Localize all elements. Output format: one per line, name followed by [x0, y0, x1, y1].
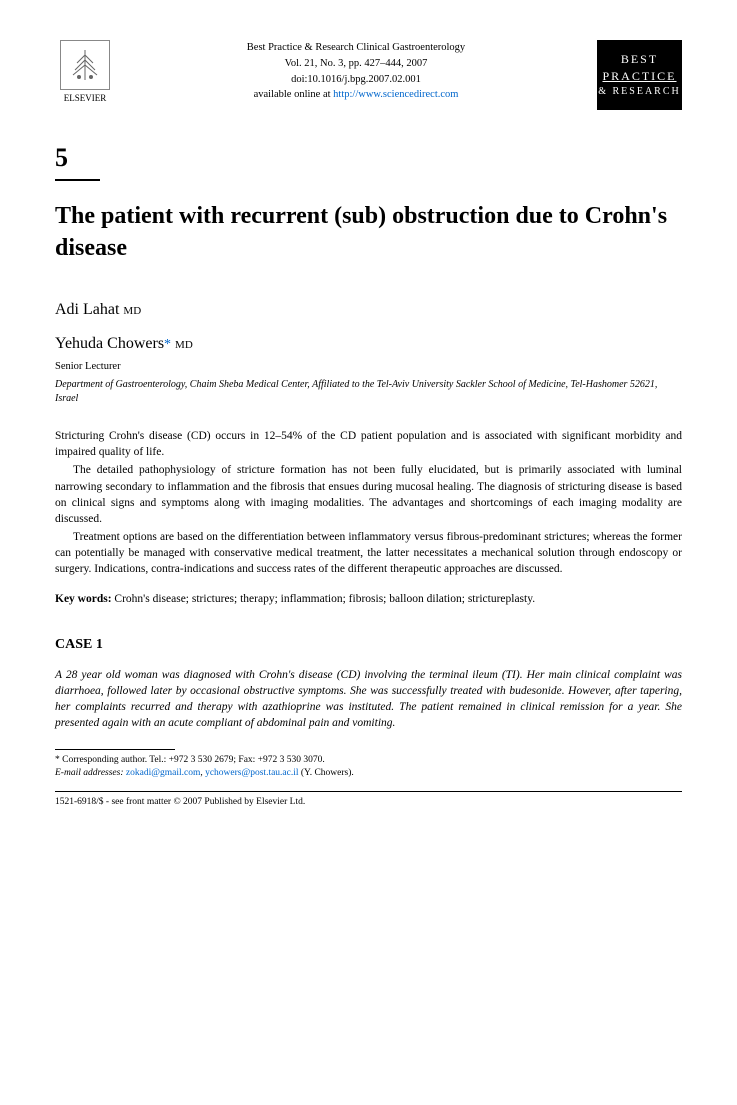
keywords-label: Key words: [55, 593, 112, 605]
chapter-number: 5 [55, 140, 682, 176]
email-link-2[interactable]: ychowers@post.tau.ac.il [205, 768, 298, 778]
email-line: E-mail addresses: zokadi@gmail.com, ycho… [55, 767, 682, 780]
keywords-text: Crohn's disease; strictures; therapy; in… [112, 593, 536, 605]
abstract-p3: Treatment options are based on the diffe… [55, 529, 682, 577]
elsevier-tree-icon [60, 40, 110, 90]
journal-name: Best Practice & Research Clinical Gastro… [125, 40, 587, 56]
abstract: Stricturing Crohn's disease (CD) occurs … [55, 428, 682, 577]
volume-line: Vol. 21, No. 3, pp. 427–444, 2007 [125, 56, 587, 72]
footnote-rule [55, 749, 175, 750]
corresponding-footnote: * Corresponding author. Tel.: +972 3 530… [55, 754, 682, 781]
author-1: Adi Lahat MD [55, 299, 682, 321]
journal-info: Best Practice & Research Clinical Gastro… [115, 40, 597, 103]
elsevier-logo: ELSEVIER [55, 40, 115, 105]
chapter-rule [55, 179, 100, 181]
doi: doi:10.1016/j.bpg.2007.02.001 [125, 72, 587, 88]
article-title: The patient with recurrent (sub) obstruc… [55, 201, 682, 263]
author-block: Adi Lahat MD Yehuda Chowers* MD Senior L… [55, 299, 682, 406]
corresponding-line: * Corresponding author. Tel.: +972 3 530… [55, 754, 682, 767]
page-header: ELSEVIER Best Practice & Research Clinic… [55, 40, 682, 110]
keywords: Key words: Crohn's disease; strictures; … [55, 591, 682, 607]
email-link-1[interactable]: zokadi@gmail.com [126, 768, 200, 778]
copyright: 1521-6918/$ - see front matter © 2007 Pu… [55, 796, 682, 809]
elsevier-label: ELSEVIER [64, 93, 107, 103]
best-practice-logo: BEST PRACTICE & RESEARCH [597, 40, 682, 110]
available-line: available online at http://www.sciencedi… [125, 87, 587, 103]
author-2: Yehuda Chowers* MD [55, 333, 682, 355]
case-heading: CASE 1 [55, 635, 682, 655]
abstract-p2: The detailed pathophysiology of strictur… [55, 462, 682, 526]
abstract-p1: Stricturing Crohn's disease (CD) occurs … [55, 428, 682, 460]
author-role: Senior Lecturer [55, 360, 682, 375]
corresponding-star-icon: * [164, 337, 171, 352]
sciencedirect-link[interactable]: http://www.sciencedirect.com [333, 89, 458, 100]
copyright-rule [55, 791, 682, 792]
affiliation: Department of Gastroenterology, Chaim Sh… [55, 378, 682, 406]
case-text: A 28 year old woman was diagnosed with C… [55, 667, 682, 731]
